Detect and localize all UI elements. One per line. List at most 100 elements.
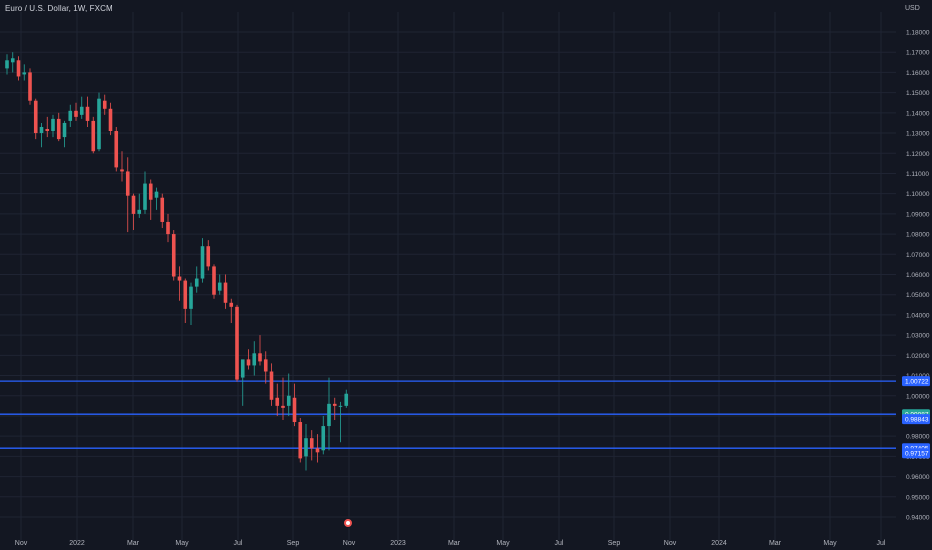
time-tick-label: Nov	[343, 540, 356, 547]
grid	[0, 12, 896, 540]
price-tick-label: 1.07000	[906, 252, 930, 259]
candle-body	[154, 191, 159, 198]
price-tick-label: 1.10000	[906, 191, 930, 198]
candle-body	[143, 183, 147, 210]
price-tick-label: 1.13000	[906, 131, 930, 138]
candle	[298, 417, 303, 463]
candle	[131, 193, 136, 231]
candle-body	[298, 422, 303, 459]
candle-body	[258, 353, 262, 362]
time-tick-label: May	[496, 540, 510, 547]
candle-body	[171, 234, 176, 277]
currency-label[interactable]: USD	[905, 5, 920, 12]
candle	[344, 389, 349, 408]
candle	[16, 56, 21, 81]
price-tick-label: 0.96000	[906, 474, 930, 481]
candle	[281, 377, 285, 420]
candle	[183, 278, 188, 323]
candle	[200, 238, 205, 283]
candle-body	[160, 197, 165, 222]
candle	[85, 96, 90, 127]
candle	[240, 359, 245, 406]
candle-body	[62, 122, 67, 138]
candle-body	[286, 395, 291, 406]
time-tick-label: Sep	[287, 540, 300, 547]
candle-body	[327, 403, 331, 427]
time-tick-label: May	[823, 540, 837, 547]
candle	[269, 363, 274, 406]
candle	[28, 68, 32, 105]
candle	[91, 116, 96, 154]
price-tick-label: 0.98000	[906, 434, 930, 441]
candle-body	[68, 110, 73, 121]
candle	[263, 351, 268, 384]
candle	[189, 282, 193, 326]
price-tick-label: 1.00000	[906, 393, 930, 400]
symbol-title[interactable]: Euro / U.S. Dollar, 1W, FXCM	[5, 4, 113, 13]
price-tick-label: 1.11000	[906, 171, 929, 178]
candle-body	[212, 266, 216, 295]
candle-body	[74, 110, 78, 117]
price-tag-label: 1.00722	[905, 379, 929, 386]
candle	[332, 397, 337, 420]
candle-body	[269, 371, 274, 400]
candle	[148, 179, 153, 220]
time-axis[interactable]: Nov 2022 Mar May Jul Sep Nov 2023 Mar May Jul Sep No…	[15, 540, 886, 547]
candle-body	[315, 448, 320, 453]
candle	[309, 430, 314, 461]
candle	[5, 54, 9, 75]
price-tick-label: 1.12000	[906, 151, 930, 158]
candle-body	[79, 106, 84, 115]
candle	[327, 377, 331, 451]
horizontal-lines[interactable]	[0, 380, 896, 449]
price-tick-label: 1.08000	[906, 232, 930, 239]
candle-body	[148, 183, 153, 200]
candle-body	[194, 278, 199, 287]
candle	[120, 151, 124, 182]
candle-body	[229, 302, 234, 307]
candle-body	[102, 100, 107, 109]
candle-body	[97, 98, 101, 150]
candle	[56, 112, 61, 142]
candle	[315, 434, 320, 463]
price-axis[interactable]: 1.18000 1.17000 1.16000 1.15000 1.14000 1.130…	[906, 30, 930, 522]
candle	[258, 335, 262, 366]
time-tick-label: Jul	[234, 540, 243, 547]
candle-body	[292, 397, 297, 423]
price-tick-label: 1.09000	[906, 211, 930, 218]
candle-body	[332, 403, 337, 406]
candle-body	[131, 195, 136, 214]
price-tag-bg	[902, 448, 930, 459]
candle-body	[28, 72, 32, 101]
candle	[39, 122, 44, 148]
time-tick-label: 2024	[711, 540, 727, 547]
candle	[292, 383, 297, 427]
candle-body	[189, 286, 193, 309]
candle-body	[39, 126, 44, 134]
candle-body	[281, 405, 285, 408]
price-tick-label: 1.05000	[906, 292, 930, 299]
price-tag-bg	[902, 414, 930, 425]
candle	[137, 193, 142, 218]
time-tick-label: 2022	[69, 540, 85, 547]
candle-body	[200, 246, 205, 279]
candle-body	[344, 393, 349, 406]
candle	[79, 96, 84, 119]
candle	[51, 114, 55, 138]
candle	[97, 92, 101, 152]
candle	[143, 171, 147, 214]
candle-body	[137, 209, 142, 214]
candle	[304, 424, 308, 471]
candle-body	[217, 282, 222, 291]
event-marker[interactable]	[343, 518, 353, 528]
candle-body	[206, 246, 211, 267]
candle-body	[166, 221, 170, 235]
candles	[5, 52, 349, 471]
candle	[212, 264, 216, 299]
price-tag: 0.98843	[902, 414, 930, 425]
price-tick-label: 0.95000	[906, 494, 930, 501]
candle-body	[338, 405, 343, 407]
